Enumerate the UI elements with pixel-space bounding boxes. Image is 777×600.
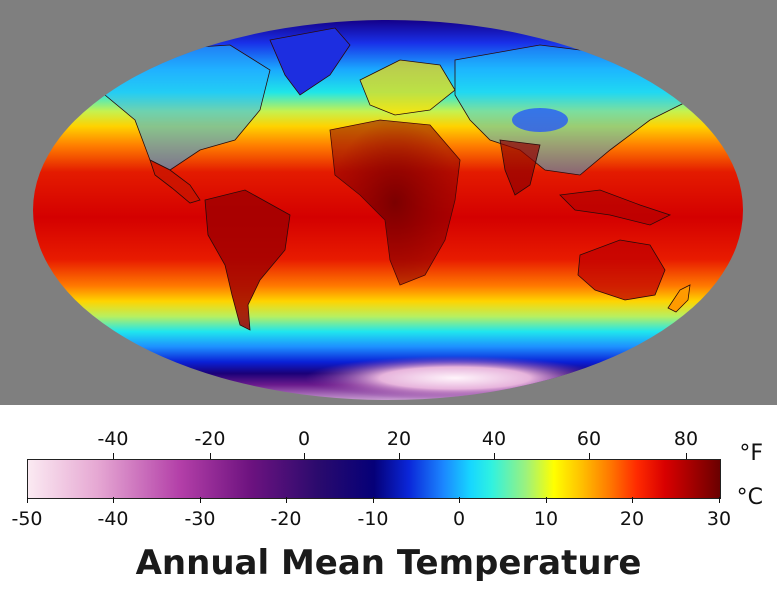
fahrenheit-tick-label: -20 bbox=[194, 428, 226, 450]
celsius-tick-label: -40 bbox=[97, 508, 129, 530]
fahrenheit-tick-label: 40 bbox=[481, 428, 507, 450]
celsius-tick-label: 20 bbox=[619, 508, 645, 530]
antarctica-landmass bbox=[305, 356, 605, 400]
celsius-tick bbox=[546, 497, 547, 503]
celsius-tick-label: -20 bbox=[270, 508, 302, 530]
celsius-tick bbox=[632, 497, 633, 503]
celsius-tick bbox=[113, 497, 114, 503]
celsius-tick bbox=[719, 497, 720, 503]
fahrenheit-unit-label: °F bbox=[739, 441, 763, 466]
south-america-landmass bbox=[204, 189, 291, 331]
fahrenheit-tick bbox=[304, 453, 305, 460]
celsius-tick bbox=[459, 497, 460, 503]
temperature-colorbar bbox=[27, 459, 721, 499]
celsius-tick-label: 30 bbox=[706, 508, 732, 530]
greenland-landmass bbox=[269, 27, 351, 96]
world-temperature-map bbox=[33, 20, 743, 400]
celsius-tick-label: -30 bbox=[184, 508, 216, 530]
new-zealand-landmass bbox=[667, 284, 691, 313]
fahrenheit-tick bbox=[399, 453, 400, 460]
southeast-asia-islands bbox=[559, 189, 672, 226]
fahrenheit-tick-label: 80 bbox=[673, 428, 699, 450]
fahrenheit-tick-label: 0 bbox=[297, 428, 311, 450]
north-america-landmass bbox=[94, 44, 271, 171]
fahrenheit-tick bbox=[686, 453, 687, 460]
fahrenheit-tick bbox=[589, 453, 590, 460]
celsius-tick bbox=[200, 497, 201, 503]
fahrenheit-tick-label: 60 bbox=[576, 428, 602, 450]
celsius-tick-label: -10 bbox=[357, 508, 389, 530]
fahrenheit-tick-label: -40 bbox=[97, 428, 129, 450]
fahrenheit-tick bbox=[210, 453, 211, 460]
celsius-tick-label: 10 bbox=[533, 508, 559, 530]
central-america-landmass bbox=[149, 159, 201, 204]
celsius-tick bbox=[286, 497, 287, 503]
fahrenheit-tick bbox=[494, 453, 495, 460]
map-panel bbox=[0, 0, 777, 405]
celsius-unit-label: °C bbox=[736, 485, 763, 510]
celsius-tick bbox=[27, 497, 28, 503]
celsius-tick-label: -50 bbox=[11, 508, 43, 530]
fahrenheit-tick bbox=[113, 453, 114, 460]
temperature-legend: -40 -20 0 20 40 60 80 -50 -40 -30 -20 -1… bbox=[0, 405, 777, 600]
celsius-tick-label: 0 bbox=[452, 508, 466, 530]
celsius-tick bbox=[373, 497, 374, 503]
india-landmass bbox=[499, 139, 541, 196]
tibet-cold-region bbox=[512, 108, 568, 132]
australia-landmass bbox=[577, 239, 666, 301]
legend-title: Annual Mean Temperature bbox=[135, 543, 642, 583]
fahrenheit-tick-label: 20 bbox=[386, 428, 412, 450]
europe-landmass bbox=[359, 59, 456, 116]
